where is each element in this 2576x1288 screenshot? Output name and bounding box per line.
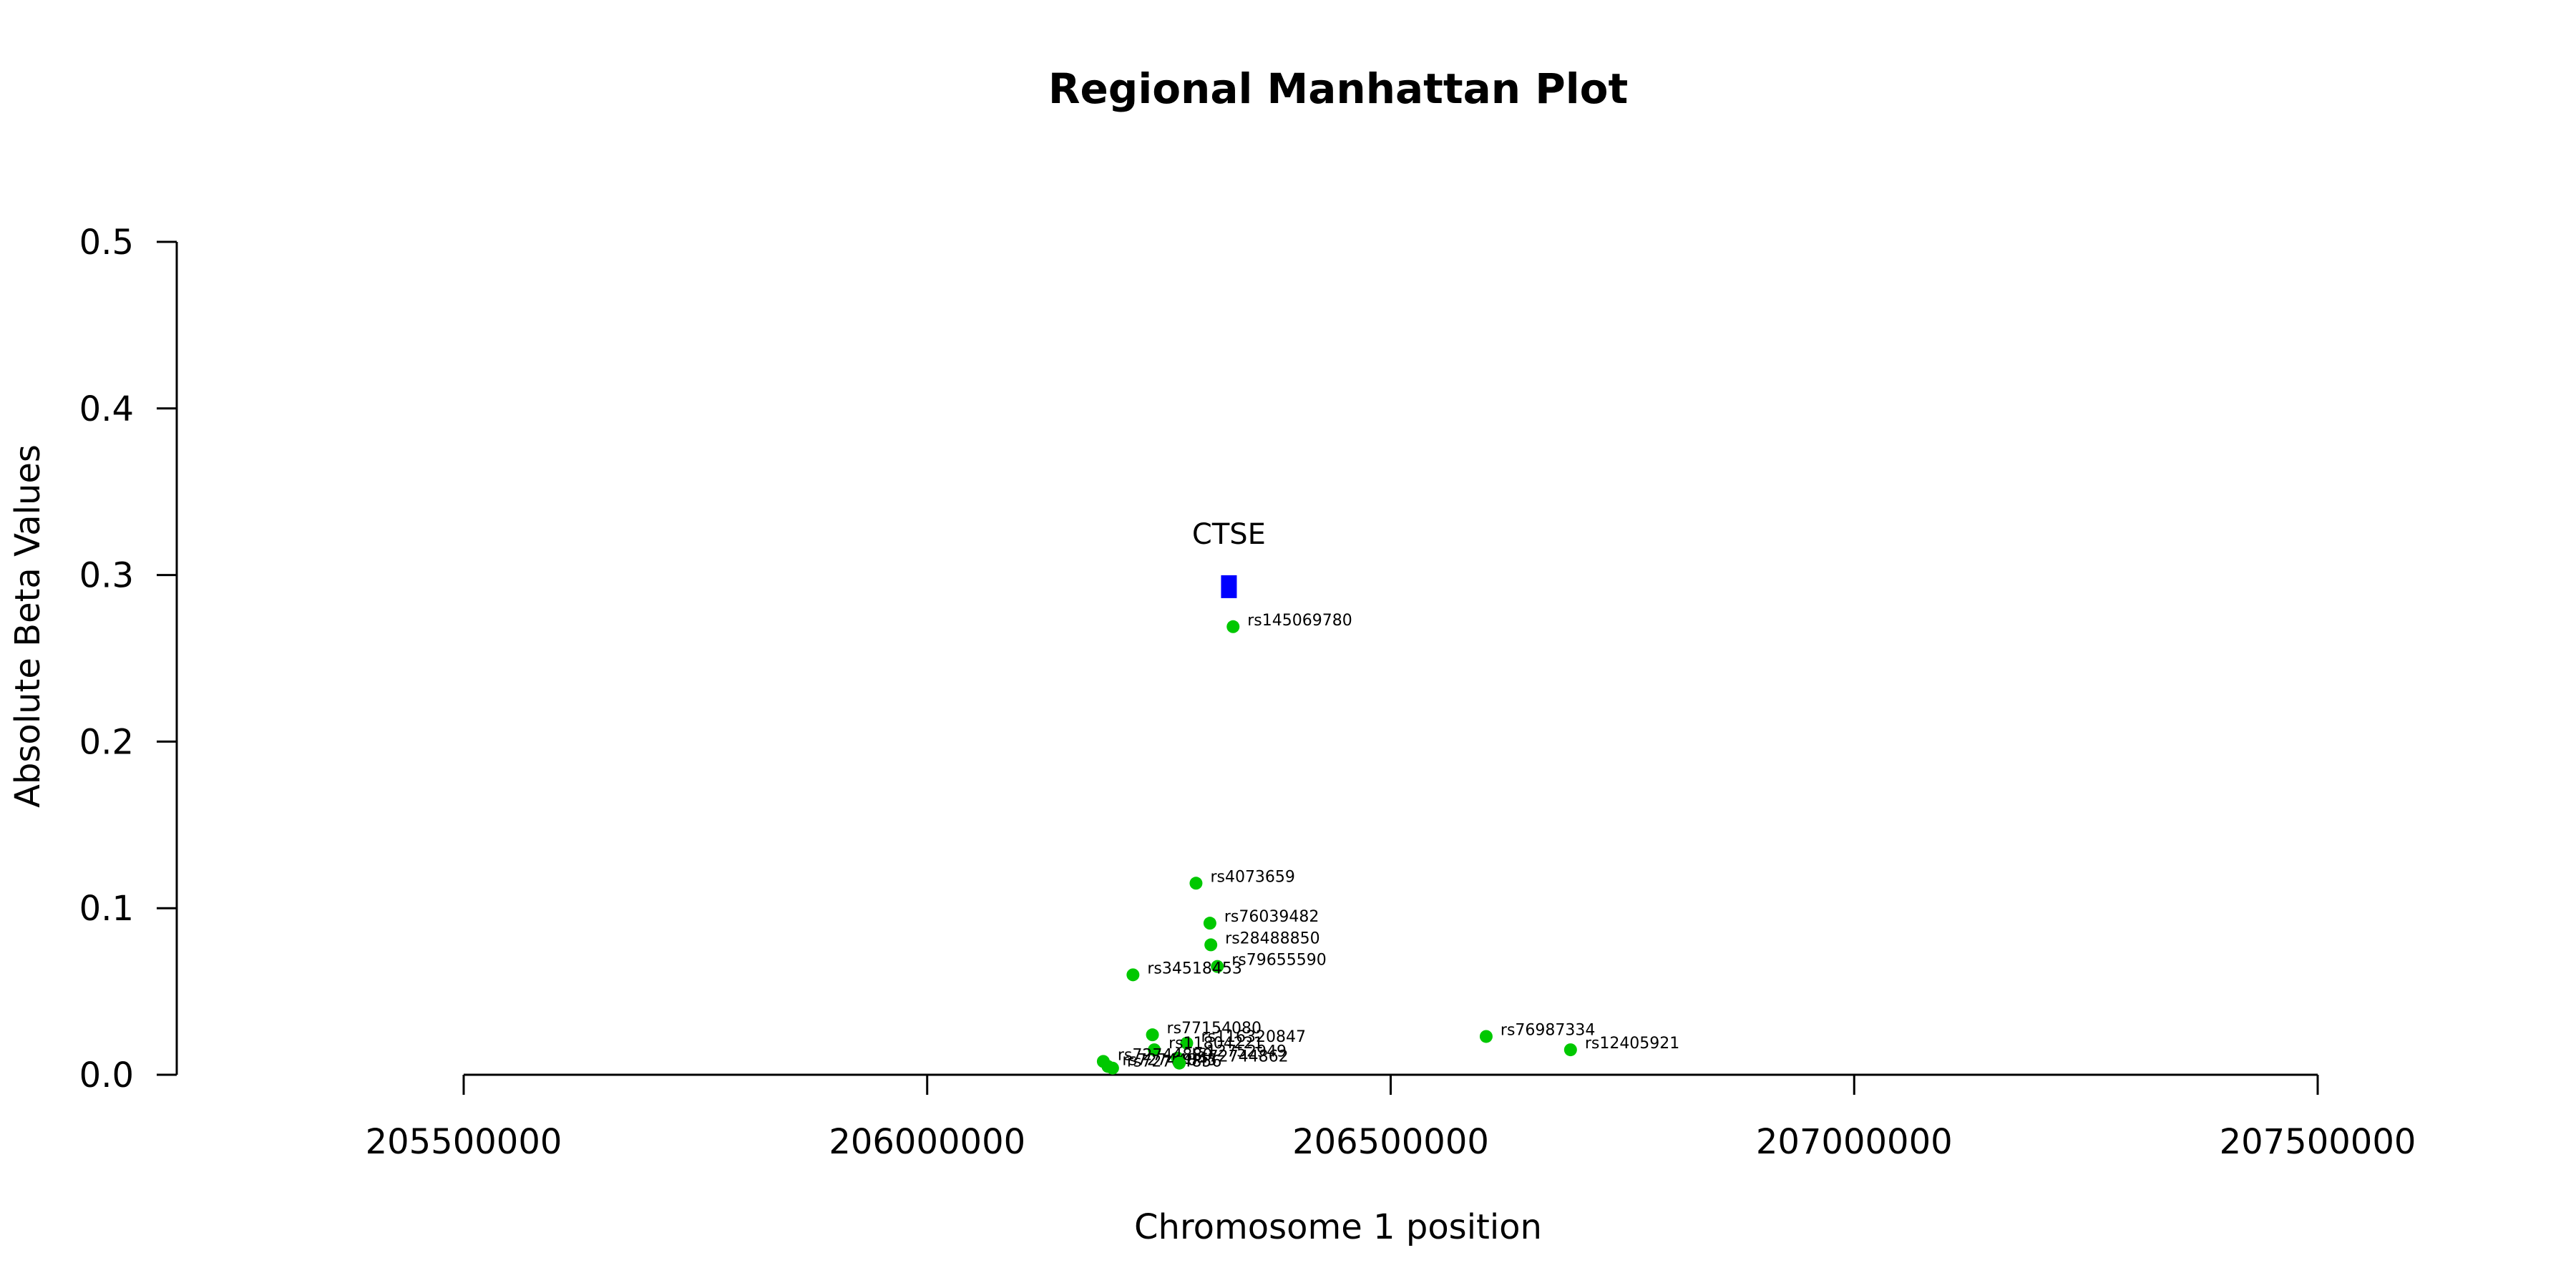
snp-point [1479, 1030, 1493, 1043]
x-axis-label: Chromosome 1 position [1134, 1207, 1542, 1247]
y-axis: 0.0 0.1 0.2 0.3 0.4 0.5 [79, 223, 178, 1096]
gene-ctse-bar [1221, 575, 1237, 598]
y-tick-label: 0.2 [79, 722, 134, 762]
snp-point [1563, 1043, 1577, 1057]
snp-label: rs34518453 [1147, 960, 1241, 977]
snp-label: rs72744880 [1118, 1046, 1212, 1064]
snp-point [1126, 968, 1140, 982]
chart-title: Regional Manhattan Plot [1048, 64, 1628, 113]
snp-label: rs79655590 [1231, 952, 1326, 970]
y-tick-label: 0.3 [79, 556, 134, 596]
x-tick-label: 205500000 [366, 1122, 562, 1162]
snp-point [1226, 620, 1240, 633]
x-tick-label: 207500000 [2220, 1122, 2416, 1162]
snp-point [1173, 1056, 1186, 1070]
snp-label: rs77154080 [1167, 1020, 1262, 1038]
x-axis: 205500000 206000000 206500000 207000000 2075… [366, 1073, 2416, 1162]
snp-point [1203, 917, 1216, 930]
snp-label: rs28488850 [1225, 930, 1319, 947]
snp-point [1106, 1061, 1119, 1075]
gene-track: CTSE [1192, 518, 1266, 598]
snp-point [1204, 938, 1218, 952]
snp-point [1148, 1043, 1161, 1057]
snp-label: rs11804221 [1169, 1035, 1263, 1053]
snp-point [1211, 960, 1224, 973]
y-tick-label: 0.1 [79, 889, 134, 929]
x-tick-label: 207000000 [1756, 1122, 1953, 1162]
y-tick-label: 0.5 [79, 223, 134, 263]
y-tick-label: 0.0 [79, 1055, 134, 1096]
y-tick-label: 0.4 [79, 389, 134, 429]
snp-label: rs76039482 [1224, 908, 1319, 926]
snp-label: rs116320847 [1201, 1028, 1305, 1046]
snp-label: rs72744845 [1122, 1051, 1216, 1069]
snp-label: rs72744862 [1194, 1048, 1288, 1066]
snp-point [1180, 1036, 1194, 1050]
snp-label: rs76987334 [1501, 1021, 1595, 1039]
snp-label: rs12405921 [1585, 1035, 1679, 1053]
snp-label: rs4073659 [1210, 868, 1295, 886]
snp-label: rs12752949 [1192, 1043, 1287, 1061]
x-tick-label: 206500000 [1292, 1122, 1489, 1162]
gene-label: CTSE [1192, 518, 1266, 551]
snp-point [1146, 1028, 1159, 1042]
snp-point [1189, 877, 1203, 890]
x-tick-label: 206000000 [829, 1122, 1025, 1162]
snp-points: rs145069780 rs4073659 rs76039482 rs28488850… [1096, 612, 1679, 1075]
y-axis-label: Absolute Beta Values [8, 444, 48, 808]
snp-label: rs145069780 [1247, 612, 1352, 630]
